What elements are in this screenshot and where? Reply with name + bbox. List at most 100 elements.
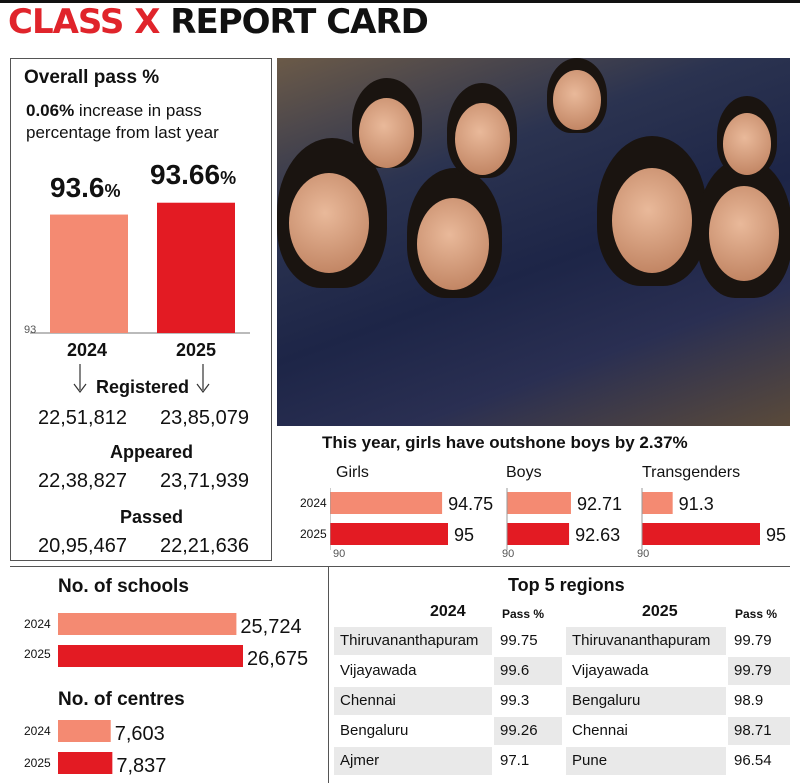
region-cell-p25: 99.79 xyxy=(728,657,790,685)
pass-increase-note: 0.06% increase in pass percentage from l… xyxy=(26,100,219,144)
schools-year-2024: 2024 xyxy=(24,617,51,631)
schools-year-2025: 2025 xyxy=(24,647,51,661)
schools-heading: No. of schools xyxy=(58,576,189,597)
region-cell-r25: Bengaluru xyxy=(566,687,726,715)
gender-value-girls-2024: 94.75 xyxy=(448,494,493,514)
passed-2025: 22,21,636 xyxy=(160,535,249,557)
centres-value-2025: 7,837 xyxy=(116,755,166,775)
regions-pass-header-2024: Pass % xyxy=(502,607,545,621)
region-cell-r24: Bengaluru xyxy=(340,722,409,739)
table-row: Ajmer 97.1 Pune 96.54 xyxy=(334,747,790,775)
passed-2024: 20,95,467 xyxy=(38,535,127,557)
schools-bar-2025 xyxy=(58,645,243,667)
pass-value-2024: 93.6% xyxy=(50,172,121,204)
gender-bar-transgenders-2024 xyxy=(642,492,673,514)
region-cell-r25: Thiruvananthapuram xyxy=(566,627,726,655)
boys-axis-min: 90 xyxy=(502,548,515,560)
gender-bar-boys-2025 xyxy=(507,523,570,545)
registered-label: Registered xyxy=(96,377,190,397)
gender-value-transgenders-2025: 95 xyxy=(766,525,786,545)
pass-bar-2025 xyxy=(157,202,235,333)
regions-2024-header: 2024 xyxy=(430,603,466,620)
column-divider xyxy=(328,566,329,783)
gender-year-2024: 2024 xyxy=(300,496,327,510)
pass-pct-2025: % xyxy=(220,168,237,188)
region-cell-p24: 99.6 xyxy=(494,657,562,685)
region-cell-r24: Thiruvananthapuram xyxy=(334,627,492,655)
year-label-2025: 2025 xyxy=(176,340,217,360)
increase-value: 0.06% xyxy=(26,101,75,120)
region-cell-p25: 96.54 xyxy=(734,752,772,769)
boys-label: Boys xyxy=(506,464,542,481)
region-cell-p25: 99.79 xyxy=(734,632,772,649)
counts-chart: 25,724 26,675 7,603 7,837 xyxy=(58,613,308,775)
pass-bar-2024 xyxy=(50,214,128,333)
gender-value-girls-2025: 95 xyxy=(454,525,474,545)
region-cell-p25: 98.9 xyxy=(734,692,764,709)
region-cell-p24: 99.75 xyxy=(500,632,538,649)
gender-value-transgenders-2024: 91.3 xyxy=(679,494,714,514)
students-photo xyxy=(277,58,790,426)
table-row: Vijayawada 99.6 Vijayawada 99.79 xyxy=(334,657,790,685)
gender-bar-transgenders-2025 xyxy=(642,523,760,545)
centres-bar-2024 xyxy=(58,720,111,742)
section-divider xyxy=(10,566,790,567)
gender-heading: This year, girls have outshone boys by 2… xyxy=(322,433,688,452)
pass-axis-min: 93 xyxy=(24,324,37,336)
centres-year-2025: 2025 xyxy=(24,756,51,770)
title-red-text: CLASS X xyxy=(8,2,160,42)
gender-chart: 94.75 95 92.71 92.63 91.3 95 xyxy=(330,488,786,550)
arrowhead-2025-icon xyxy=(196,383,210,393)
overall-pass-chart xyxy=(30,202,250,334)
gender-year-2025: 2025 xyxy=(300,527,327,541)
region-cell-p25: 98.71 xyxy=(728,717,790,745)
region-cell-r24: Ajmer xyxy=(334,747,492,775)
centres-year-2024: 2024 xyxy=(24,724,51,738)
gender-bar-boys-2024 xyxy=(507,492,571,514)
region-cell-r25: Chennai xyxy=(572,722,628,739)
region-cell-r25: Vijayawada xyxy=(572,662,649,679)
centres-value-2024: 7,603 xyxy=(115,723,165,745)
schools-bar-2024 xyxy=(58,613,237,635)
appeared-label: Appeared xyxy=(110,442,194,462)
region-cell-r25: Pune xyxy=(566,747,726,775)
gender-value-boys-2025: 92.63 xyxy=(575,525,620,545)
centres-bar-2025 xyxy=(58,752,113,774)
pass-value-2025-num: 93.66 xyxy=(150,159,221,190)
increase-text-2: percentage from last year xyxy=(26,123,219,142)
pass-pct-2024: % xyxy=(104,181,121,201)
pass-value-2025: 93.66% xyxy=(150,159,236,191)
page-title: CLASS X REPORT CARD xyxy=(8,2,429,42)
gender-value-boys-2024: 92.71 xyxy=(577,494,622,514)
transgenders-label: Transgenders xyxy=(642,464,741,481)
year-label-2024: 2024 xyxy=(67,340,108,360)
gender-bar-girls-2025 xyxy=(330,523,448,545)
appeared-2024: 22,38,827 xyxy=(38,470,127,492)
centres-heading: No. of centres xyxy=(58,689,185,710)
gender-bar-girls-2024 xyxy=(330,492,443,514)
pass-value-2024-num: 93.6 xyxy=(50,172,105,203)
top-rule xyxy=(0,0,800,3)
registered-2024: 22,51,812 xyxy=(38,407,127,429)
passed-label: Passed xyxy=(120,507,184,527)
region-cell-p24: 99.26 xyxy=(494,717,562,745)
region-cell-p24: 99.3 xyxy=(500,692,530,709)
regions-heading: Top 5 regions xyxy=(508,575,625,595)
region-cell-r24: Vijayawada xyxy=(340,662,417,679)
girls-axis-min: 90 xyxy=(333,548,346,560)
appeared-2025: 23,71,939 xyxy=(160,470,249,492)
region-cell-p24: 97.1 xyxy=(500,752,530,769)
regions-2025-header: 2025 xyxy=(642,603,678,620)
title-black-text: REPORT CARD xyxy=(170,2,429,42)
table-row: Thiruvananthapuram 99.75 Thiruvananthapura… xyxy=(334,627,790,655)
region-cell-r24: Chennai xyxy=(334,687,492,715)
table-row: Bengaluru 99.26 Chennai 98.71 xyxy=(334,717,790,745)
regions-pass-header-2025: Pass % xyxy=(735,607,778,621)
down-arrows xyxy=(73,364,210,393)
arrowhead-2024-icon xyxy=(73,383,87,393)
overall-pass-panel xyxy=(10,58,272,561)
increase-text-1: increase in pass xyxy=(74,101,202,120)
table-row: Chennai 99.3 Bengaluru 98.9 xyxy=(334,687,790,715)
schools-value-2024: 25,724 xyxy=(240,616,301,638)
girls-label: Girls xyxy=(336,464,369,481)
